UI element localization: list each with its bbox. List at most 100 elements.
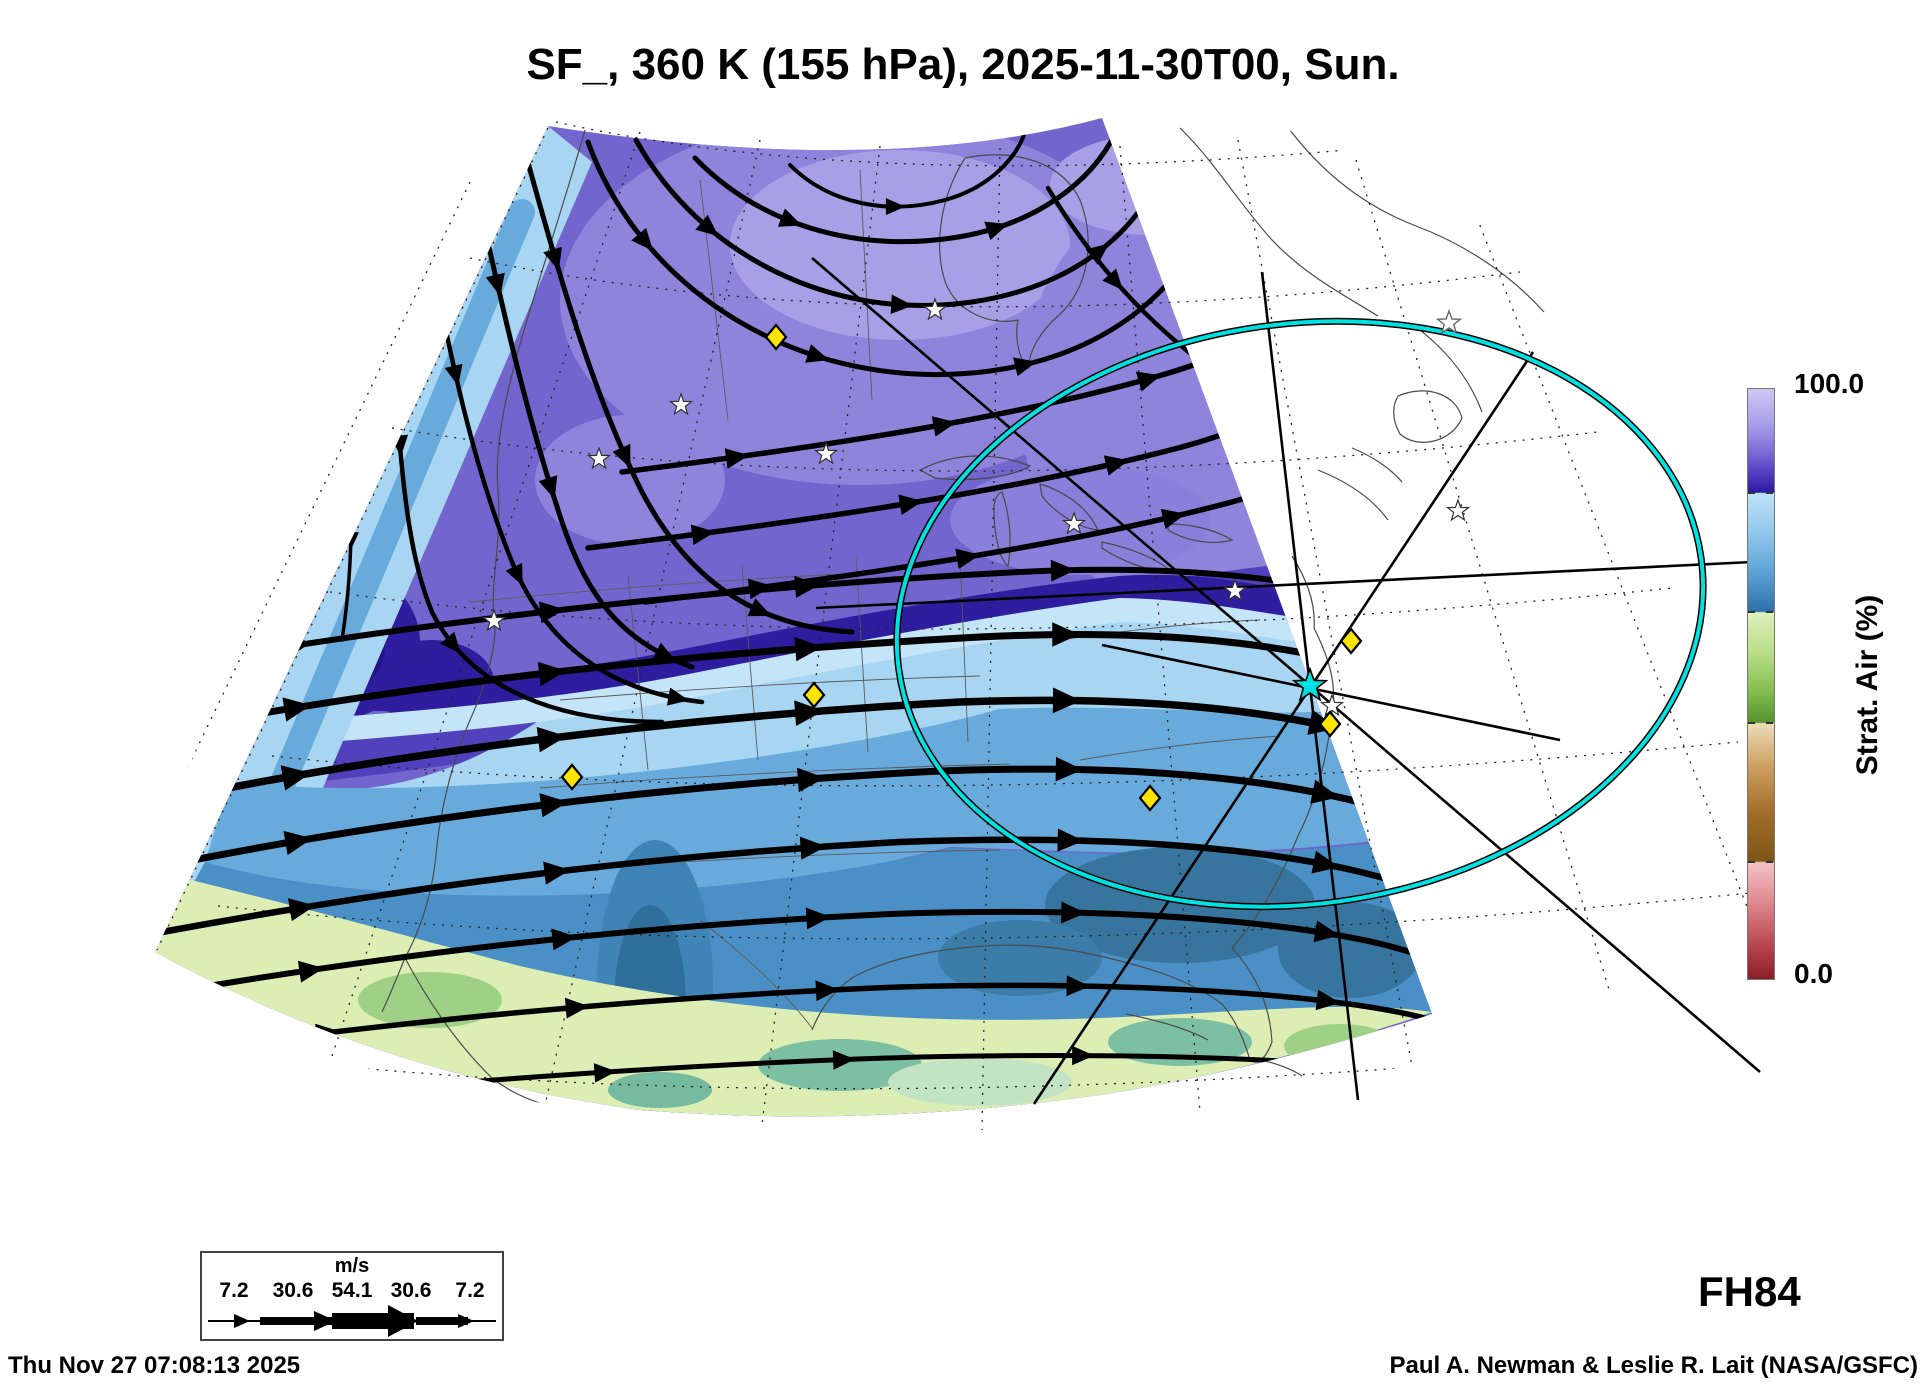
streamline-arrowhead <box>1013 357 1037 377</box>
streamline-arrowhead <box>1050 559 1076 582</box>
streamline-arrowhead <box>505 563 523 586</box>
wind-legend-value: 30.6 <box>272 1279 314 1302</box>
streamline-arrowhead <box>805 344 830 363</box>
streamline-arrowhead <box>695 214 719 237</box>
streamline-arrowhead <box>747 598 772 617</box>
streamline-arrowhead <box>444 363 463 387</box>
streamline-arrowhead <box>885 198 906 216</box>
contour-field <box>155 118 1432 1117</box>
streamline-arrowhead <box>1057 828 1084 852</box>
streamline-arrowhead <box>538 475 558 500</box>
city-star-marker <box>668 392 694 416</box>
streamline-arrowhead <box>612 443 631 468</box>
streamline-arrowhead <box>1352 432 1378 455</box>
streamline-arrowhead <box>539 793 568 818</box>
station-diamond-marker <box>1138 784 1162 812</box>
state-borders <box>469 169 1281 1029</box>
colorbar-tick <box>1748 491 1755 494</box>
streamline-arrowhead <box>652 642 677 661</box>
streamline-arrowhead <box>1310 779 1340 804</box>
station-diamond-marker <box>802 681 826 709</box>
streamline-arrowhead <box>297 960 324 983</box>
streamline-arrowhead <box>1135 371 1162 392</box>
streamline-arrowhead <box>1313 920 1340 943</box>
streamline-arrowhead <box>280 765 311 791</box>
streamline-arrowhead <box>551 928 577 951</box>
streamline-arrowhead <box>543 246 562 271</box>
streamline-arrowhead <box>690 524 716 546</box>
streamline-arrowhead <box>1306 641 1336 666</box>
streamline-arrowhead <box>543 861 571 885</box>
streamline-arrowhead <box>440 631 461 654</box>
page-title: SF_, 360 K (155 hPa), 2025-11-30T00, Sun… <box>526 40 1400 89</box>
wind-speed-legend: m/s 7.2 30.6 54.1 30.6 7.2 <box>200 1251 504 1341</box>
colorbar-min-label: 0.0 <box>1794 958 1833 989</box>
streamline-arrowhead <box>931 416 957 437</box>
colorbar <box>1747 388 1775 980</box>
city-star-marker <box>922 297 948 321</box>
streamline-arrowhead <box>724 448 750 469</box>
streamline-arrowhead <box>794 636 823 662</box>
colorbar-tick <box>1766 860 1773 863</box>
streamline-arrowhead <box>1085 243 1110 265</box>
nova-scotia <box>1317 447 1403 521</box>
hollow-star-marker <box>1435 308 1463 335</box>
streamline-arrowhead <box>593 1063 617 1083</box>
colorbar-tick <box>1748 860 1755 863</box>
colorbar-tick <box>1766 611 1773 614</box>
streamline-arrowhead <box>537 661 567 687</box>
streamline-arrowhead <box>1311 850 1340 874</box>
streamline-arrowhead <box>536 726 567 753</box>
station-diamond-marker <box>1339 627 1363 655</box>
colorbar-max-label: 100.0 <box>1794 368 1865 399</box>
coast-bottom-right <box>1638 1047 1761 1123</box>
streamline-arrowhead <box>955 548 980 569</box>
streamline-arrowhead <box>564 997 589 1019</box>
streamline-arrowhead <box>1102 268 1123 291</box>
streamline-arrowhead <box>1052 687 1082 714</box>
streamline-arrowhead <box>666 687 689 706</box>
streamline-arrowhead <box>794 700 824 726</box>
streamline-arrowhead <box>1178 233 1199 256</box>
station-diamond-marker <box>560 763 584 791</box>
station-diamond-marker <box>1318 710 1342 738</box>
streamline-arrowhead <box>797 767 825 793</box>
streamline-arrowhead <box>815 980 840 1002</box>
streamline-arrowhead <box>1315 989 1340 1011</box>
wind-legend-values: 7.2 30.6 54.1 30.6 7.2 <box>212 1279 492 1303</box>
city-star-marker <box>586 446 612 470</box>
streamline-arrowhead <box>1160 508 1186 530</box>
wind-legend-unit: m/s <box>334 1255 370 1277</box>
streamline-arrowhead <box>984 221 1009 241</box>
city-star-marker <box>1061 511 1087 535</box>
streamline-arrowhead <box>1180 239 1201 263</box>
credit-line: Paul A. Newman & Leslie R. Lait (NASA/GS… <box>1389 1352 1918 1379</box>
city-star-marker <box>1222 578 1248 602</box>
streamline-arrowhead <box>631 227 653 251</box>
streamline-arrowhead <box>1066 975 1090 997</box>
colorbar-tick <box>1766 721 1773 724</box>
streamline-arrowhead <box>747 578 773 600</box>
generation-timestamp: Thu Nov 27 07:08:13 2025 <box>8 1352 301 1379</box>
streamline-arrowhead <box>1052 622 1080 647</box>
streamline-arrowhead <box>485 272 505 297</box>
wind-legend-value: 7.2 <box>219 1279 249 1302</box>
streamline-arrowhead <box>832 1050 856 1070</box>
streamline-arrowhead <box>1310 1053 1333 1073</box>
coast-labrador <box>1179 127 1545 413</box>
newfoundland <box>1393 390 1463 443</box>
city-star-marker <box>481 608 507 632</box>
range-ring <box>893 317 1707 911</box>
streamline-arrowhead <box>794 575 820 598</box>
station-diamond-marker <box>764 323 788 351</box>
city-star-marker <box>1445 498 1471 522</box>
streamline-arrowhead <box>890 294 914 314</box>
range-ring-circle <box>894 319 1706 909</box>
wind-legend-value: 7.2 <box>455 1279 485 1302</box>
wind-legend-value: 54.1 <box>331 1279 373 1302</box>
streamline-arrowhead <box>1103 455 1129 476</box>
wind-legend-value: 30.6 <box>390 1279 432 1302</box>
streamline-arrowhead <box>805 907 831 930</box>
